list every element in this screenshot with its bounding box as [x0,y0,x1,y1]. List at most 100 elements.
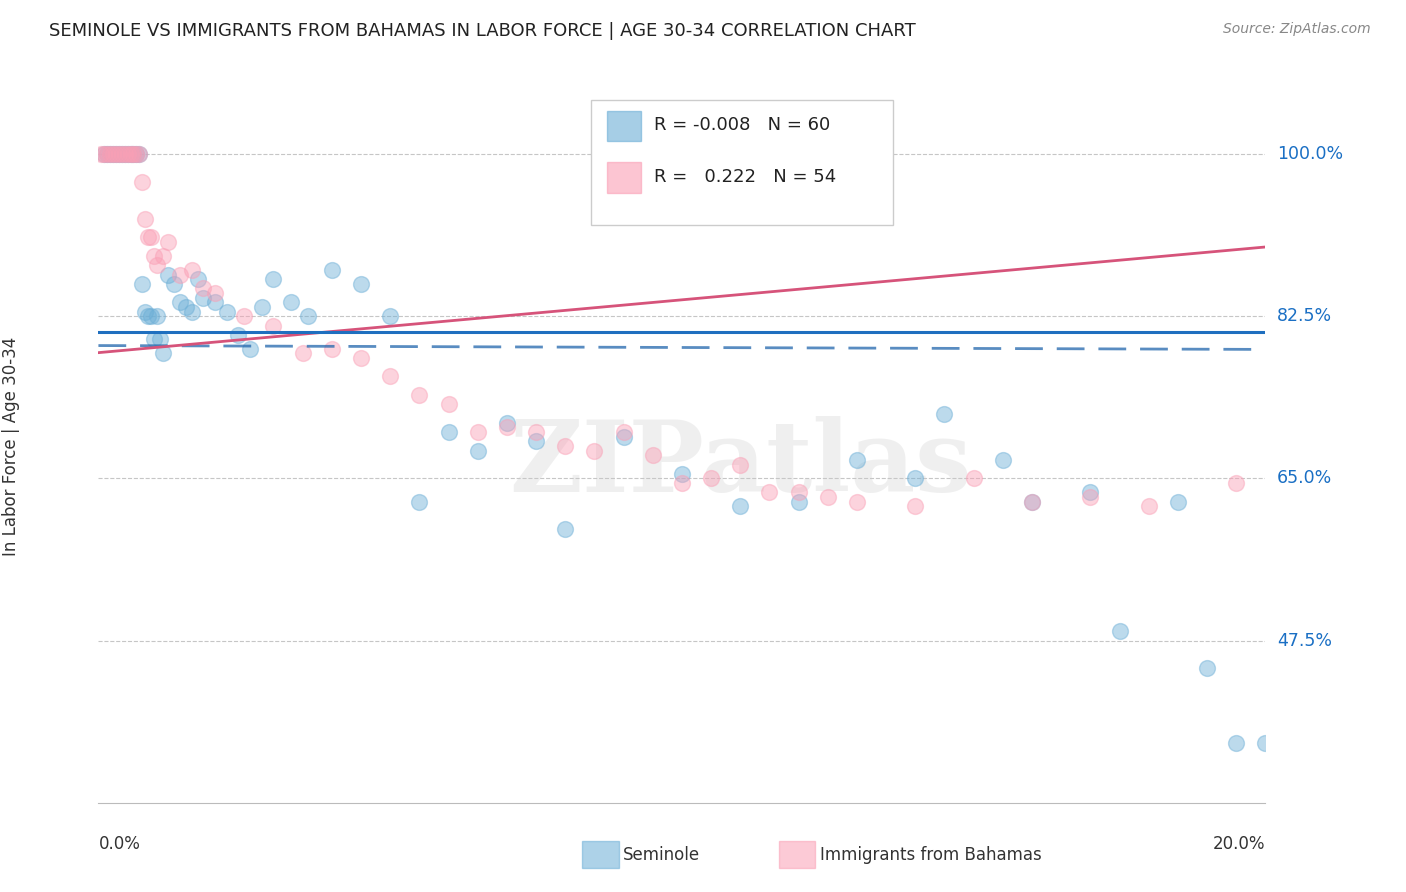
Point [139,310,162,324]
Point [157,268,180,282]
Point [114,147,136,161]
Point [108,147,131,161]
Text: SEMINOLE VS IMMIGRANTS FROM BAHAMAS IN LABOR FORCE | AGE 30-34 CORRELATION CHART: SEMINOLE VS IMMIGRANTS FROM BAHAMAS IN L… [49,22,915,40]
Point [98,147,121,161]
Point [321,263,343,277]
Point [111,147,134,161]
Point [128,147,150,161]
Point [350,277,373,291]
Point [962,471,984,485]
Text: Source: ZipAtlas.com: Source: ZipAtlas.com [1223,22,1371,37]
Point [467,443,489,458]
Point [96,147,118,161]
Point [142,249,165,263]
Point [146,310,169,324]
Point [104,147,127,161]
Point [730,500,752,514]
Point [991,453,1014,467]
Point [125,147,148,161]
Point [169,268,191,282]
Point [122,147,145,161]
Point [108,147,131,161]
Point [180,304,202,318]
Point [408,494,430,508]
Point [846,453,869,467]
Point [1254,735,1277,749]
Point [321,342,343,356]
Point [437,397,460,411]
Point [90,147,112,161]
Point [1080,485,1102,500]
Point [730,458,752,472]
Point [131,277,153,291]
Point [117,147,139,161]
Point [239,342,262,356]
Text: 82.5%: 82.5% [1277,307,1333,326]
Text: R = -0.008   N = 60: R = -0.008 N = 60 [654,116,830,134]
Point [128,147,150,161]
Point [496,416,519,430]
Point [524,425,547,439]
Point [1021,494,1043,508]
Point [180,263,202,277]
Point [193,281,215,295]
Point [613,425,636,439]
Point [380,369,402,384]
Point [297,310,319,324]
Point [193,291,215,305]
Point [96,147,118,161]
Text: In Labor Force | Age 30-34: In Labor Force | Age 30-34 [1,336,20,556]
Point [204,295,226,310]
Point [146,258,169,272]
Point [641,448,664,462]
Point [120,147,142,161]
Point [817,490,839,504]
Point [263,272,285,286]
Point [524,434,547,449]
Point [163,277,186,291]
Point [134,211,156,226]
Text: 20.0%: 20.0% [1213,835,1265,854]
Point [467,425,489,439]
Point [139,230,162,244]
Point [215,304,238,318]
Point [104,147,127,161]
Point [1225,735,1247,749]
Point [250,300,273,314]
Point [169,295,191,310]
Point [131,175,153,189]
Point [408,388,430,402]
Point [758,485,780,500]
Point [101,147,124,161]
Point [101,147,124,161]
Point [136,310,159,324]
Text: 65.0%: 65.0% [1277,469,1333,487]
Point [122,147,145,161]
Point [134,304,156,318]
Point [1167,494,1189,508]
Point [613,430,636,444]
Text: 47.5%: 47.5% [1277,632,1331,649]
Point [671,467,693,481]
Point [291,346,314,360]
Point [1197,661,1219,675]
Text: Seminole: Seminole [623,846,700,863]
Point [1108,624,1130,639]
Point [111,147,134,161]
Point [904,471,927,485]
Text: R =   0.222   N = 54: R = 0.222 N = 54 [654,168,837,186]
Point [583,443,606,458]
Point [228,327,250,342]
Point [904,500,927,514]
Point [174,300,197,314]
Text: 100.0%: 100.0% [1277,145,1343,163]
Point [934,407,956,421]
Point [120,147,142,161]
Point [263,318,285,333]
Point [187,272,209,286]
Point [554,439,576,453]
Point [152,346,174,360]
Text: 0.0%: 0.0% [98,835,141,854]
Point [1137,500,1160,514]
Point [93,147,115,161]
